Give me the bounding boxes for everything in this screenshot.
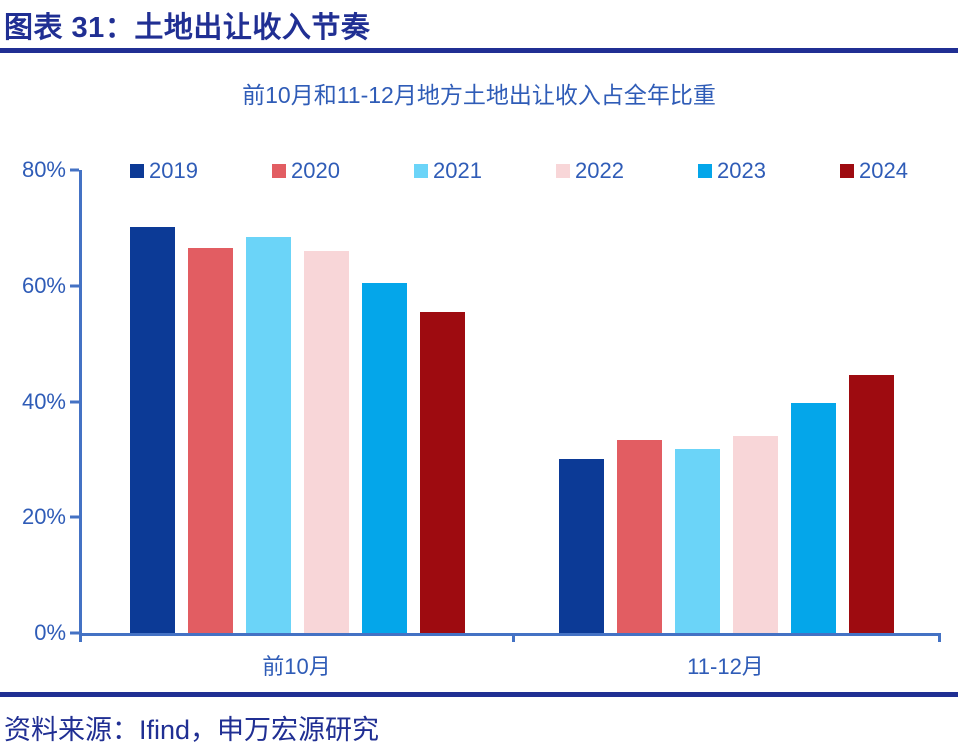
legend-label: 2023 [717, 158, 766, 183]
bar-2024-11-12月 [849, 374, 894, 633]
footer-divider-line [0, 692, 958, 697]
y-axis-tick-label: 40% [21, 388, 66, 414]
legend-item-2020: 2020 [272, 158, 340, 184]
legend-item-2021: 2021 [414, 158, 482, 184]
y-axis-tick-mark [70, 168, 79, 172]
legend-label: 2020 [291, 158, 340, 183]
x-axis-label-前10月: 前10月 [262, 654, 331, 679]
legend-label: 2022 [575, 158, 624, 183]
x-axis-tick-middle [512, 633, 515, 642]
header-divider-line [0, 48, 958, 53]
legend-marker-icon [414, 164, 428, 178]
plot-area: 前10月 11-12月 80% 60% 40% 20% 0% [22, 157, 941, 679]
bar-group-11-12月 [559, 170, 894, 633]
x-axis-label-11-12月: 11-12月 [687, 654, 764, 679]
legend-item-2023: 2023 [698, 158, 766, 184]
legend-marker-icon [840, 164, 854, 178]
y-axis-tick-label: 20% [21, 504, 66, 530]
x-axis-labels: 前10月 11-12月 [82, 649, 940, 681]
legend-label: 2024 [859, 158, 908, 183]
source-note: 资料来源：Ifind，申万宏源研究 [4, 715, 380, 745]
y-axis-tick-mark [70, 284, 79, 288]
legend-item-2022: 2022 [556, 158, 624, 184]
legend-marker-icon [698, 164, 712, 178]
x-axis-tick-left [79, 633, 82, 642]
legend-item-2019: 2019 [130, 158, 198, 184]
y-axis-tick-label: 80% [21, 157, 66, 182]
figure-header-title: 图表 31：土地出让收入节奏 [4, 12, 371, 44]
bar-2019-前10月 [130, 226, 175, 633]
bar-2021-前10月 [246, 237, 291, 633]
bar-2022-前10月 [304, 251, 349, 633]
bar-2020-前10月 [188, 247, 233, 633]
legend-label: 2019 [149, 158, 198, 183]
bar-2023-11-12月 [791, 402, 836, 633]
legend-item-2024: 2024 [840, 158, 908, 184]
legend: 2019 2020 2021 2022 2023 2024 [130, 158, 908, 184]
legend-marker-icon [556, 164, 570, 178]
y-axis-tick-mark [70, 515, 79, 519]
y-axis-tick-mark [70, 400, 79, 403]
y-axis-tick-label: 0% [34, 620, 66, 645]
legend-marker-icon [272, 164, 286, 178]
bar-2021-11-12月 [675, 448, 720, 633]
bar-2024-前10月 [420, 312, 465, 633]
legend-marker-icon [130, 164, 144, 178]
bar-2020-11-12月 [617, 439, 662, 633]
legend-label: 2021 [433, 158, 482, 183]
bar-2022-11-12月 [733, 436, 778, 633]
bar-2023-前10月 [362, 283, 407, 633]
y-axis-tick-mark [70, 631, 79, 635]
bar-2019-11-12月 [559, 459, 604, 633]
bar-group-前10月 [130, 170, 465, 633]
y-axis-tick-label: 60% [21, 272, 66, 298]
x-axis-tick-right [938, 633, 941, 642]
chart-title: 前10月和11-12月地方土地出让收入占全年比重 [242, 82, 716, 108]
